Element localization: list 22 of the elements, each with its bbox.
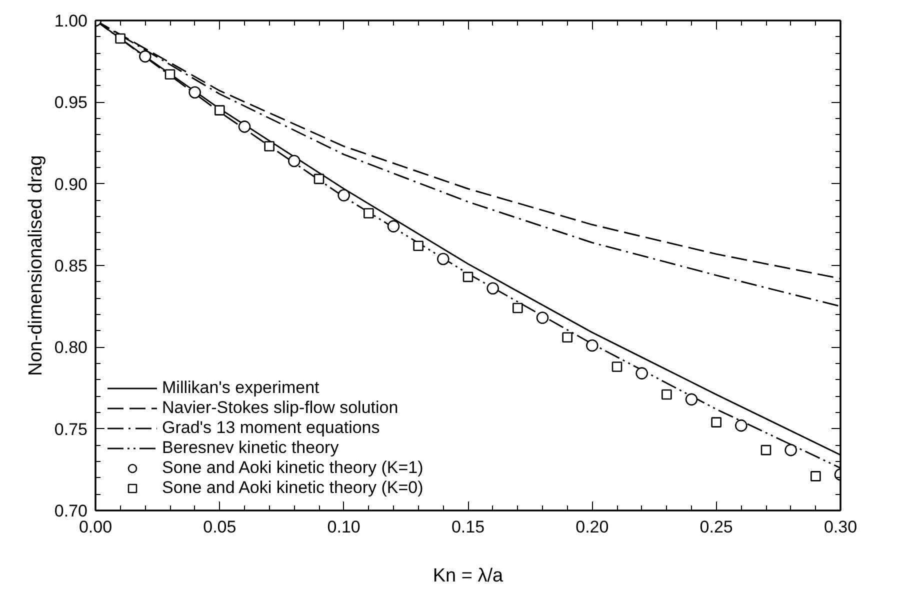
x-tick-label: 0.05 (203, 518, 236, 536)
legend-label: Grad's 13 moment equations (162, 418, 380, 438)
legend-label: Sone and Aoki kinetic theory (K=1) (162, 458, 424, 478)
x-tick-label: 0.25 (700, 518, 733, 536)
y-tick-label: 0.90 (54, 174, 88, 194)
legend-label: Sone and Aoki kinetic theory (K=0) (162, 478, 424, 498)
y-tick-label: 0.95 (54, 93, 88, 112)
x-tick-label: 0.10 (327, 518, 360, 536)
y-tick-label: 1.00 (54, 12, 88, 30)
y-axis-title: Non-dimensionalised drag (25, 155, 46, 376)
x-tick-label: 0.00 (78, 518, 112, 536)
y-tick-label: 0.85 (54, 256, 88, 276)
y-tick-label: 0.75 (54, 420, 88, 439)
x-axis-title: Kn = λ/a (432, 566, 504, 586)
x-tick-label: 0.30 (824, 518, 858, 536)
x-tick-label: 0.15 (451, 518, 485, 536)
y-tick-label: 0.70 (54, 502, 88, 520)
y-tick-label: 0.80 (54, 338, 88, 358)
x-tick-label: 0.20 (576, 518, 609, 536)
legend-label: Navier-Stokes slip-flow solution (162, 398, 398, 418)
legend-label: Millikan's experiment (162, 378, 320, 398)
legend-label: Beresnev kinetic theory (162, 438, 339, 458)
